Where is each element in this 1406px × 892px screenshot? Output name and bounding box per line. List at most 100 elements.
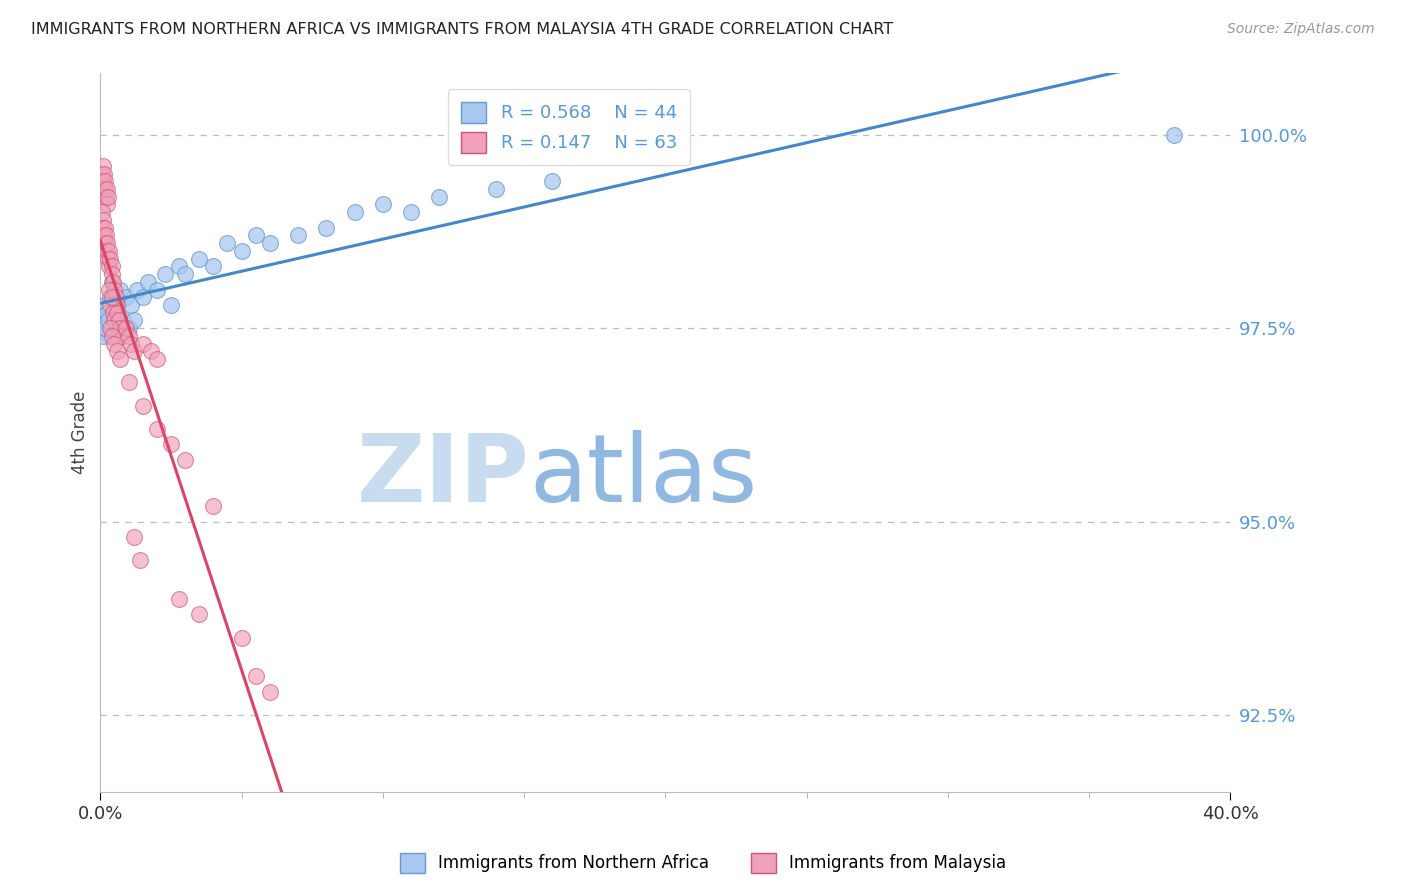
Point <box>146 422 169 436</box>
Point <box>98 321 121 335</box>
Point <box>96 197 118 211</box>
Point <box>108 321 131 335</box>
Point <box>100 290 122 304</box>
Point <box>93 220 115 235</box>
Point <box>97 313 120 327</box>
Legend: R = 0.568    N = 44, R = 0.147    N = 63: R = 0.568 N = 44, R = 0.147 N = 63 <box>449 89 689 165</box>
Point <box>120 298 142 312</box>
Legend: Immigrants from Northern Africa, Immigrants from Malaysia: Immigrants from Northern Africa, Immigra… <box>394 847 1012 880</box>
Point <box>97 190 120 204</box>
Point <box>122 344 145 359</box>
Point <box>169 260 191 274</box>
Point <box>90 205 112 219</box>
Point <box>96 244 118 258</box>
Point <box>91 220 114 235</box>
Point <box>188 252 211 266</box>
Point <box>160 298 183 312</box>
Point <box>93 313 115 327</box>
Point <box>114 290 136 304</box>
Point <box>108 283 131 297</box>
Point <box>117 376 139 390</box>
Point <box>485 182 508 196</box>
Point <box>94 228 117 243</box>
Point <box>90 321 112 335</box>
Point <box>132 336 155 351</box>
Point <box>122 530 145 544</box>
Point <box>98 252 121 266</box>
Point <box>231 631 253 645</box>
Point <box>129 553 152 567</box>
Point <box>146 352 169 367</box>
Point <box>94 321 117 335</box>
Point <box>101 275 124 289</box>
Text: atlas: atlas <box>530 430 758 522</box>
Point <box>231 244 253 258</box>
Point <box>174 452 197 467</box>
Point <box>141 344 163 359</box>
Point <box>96 306 118 320</box>
Point <box>105 298 128 312</box>
Point <box>97 283 120 297</box>
Point <box>155 267 177 281</box>
Point <box>93 167 115 181</box>
Point <box>105 344 128 359</box>
Point <box>138 275 160 289</box>
Text: Source: ZipAtlas.com: Source: ZipAtlas.com <box>1227 22 1375 37</box>
Point <box>125 283 148 297</box>
Point <box>90 167 112 181</box>
Point <box>169 591 191 606</box>
Point <box>93 228 115 243</box>
Point <box>245 228 267 243</box>
Point <box>94 190 117 204</box>
Point <box>91 313 114 327</box>
Point <box>287 228 309 243</box>
Point <box>111 313 134 327</box>
Point <box>107 313 129 327</box>
Point <box>103 336 125 351</box>
Point <box>132 290 155 304</box>
Point <box>101 267 124 281</box>
Point <box>98 260 121 274</box>
Point <box>217 236 239 251</box>
Point <box>91 174 114 188</box>
Point <box>105 298 128 312</box>
Point <box>96 182 118 196</box>
Point <box>103 321 125 335</box>
Point <box>399 205 422 219</box>
Point <box>315 220 337 235</box>
Point <box>132 399 155 413</box>
Point <box>105 306 128 320</box>
Point <box>93 182 115 196</box>
Point <box>96 236 118 251</box>
Point <box>100 275 122 289</box>
Point <box>98 298 121 312</box>
Point <box>1163 128 1185 142</box>
Point <box>202 260 225 274</box>
Point <box>245 669 267 683</box>
Point <box>100 260 122 274</box>
Y-axis label: 4th Grade: 4th Grade <box>72 391 89 475</box>
Point <box>91 213 114 227</box>
Point <box>94 321 117 335</box>
Point <box>104 290 127 304</box>
Point <box>108 352 131 367</box>
Point <box>259 684 281 698</box>
Point <box>117 321 139 335</box>
Point <box>94 174 117 188</box>
Point <box>259 236 281 251</box>
Point <box>103 313 125 327</box>
Point <box>114 321 136 335</box>
Point <box>427 190 450 204</box>
Point <box>103 283 125 297</box>
Point <box>188 607 211 622</box>
Point <box>146 283 169 297</box>
Text: IMMIGRANTS FROM NORTHERN AFRICA VS IMMIGRANTS FROM MALAYSIA 4TH GRADE CORRELATIO: IMMIGRANTS FROM NORTHERN AFRICA VS IMMIG… <box>31 22 893 37</box>
Point <box>94 236 117 251</box>
Point <box>96 306 118 320</box>
Point <box>371 197 394 211</box>
Point <box>101 306 124 320</box>
Point <box>111 329 134 343</box>
Point <box>91 159 114 173</box>
Point <box>160 437 183 451</box>
Point <box>97 252 120 266</box>
